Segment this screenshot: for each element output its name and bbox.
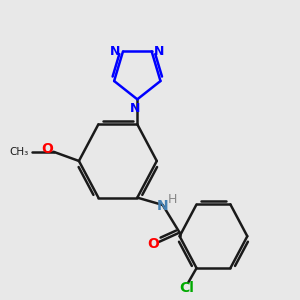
- Text: H: H: [167, 193, 177, 206]
- Text: N: N: [110, 45, 121, 58]
- Text: N: N: [129, 102, 140, 115]
- Text: O: O: [41, 142, 53, 156]
- Text: Cl: Cl: [179, 281, 194, 295]
- Text: N: N: [154, 45, 164, 58]
- Text: O: O: [147, 237, 159, 250]
- Text: N: N: [157, 199, 169, 213]
- Text: CH₃: CH₃: [9, 147, 28, 157]
